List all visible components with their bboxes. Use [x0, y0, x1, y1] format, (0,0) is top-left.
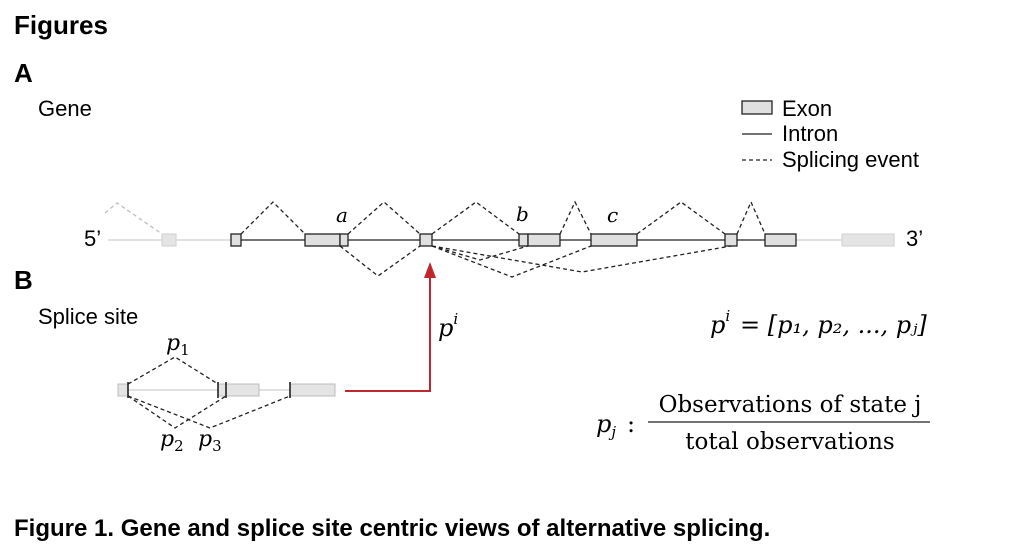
exon-4: [527, 233, 561, 247]
splice-site-title: Splice site: [38, 304, 139, 329]
splice-arc-1: [240, 201, 306, 235]
exon-2-alt-end: [339, 233, 349, 247]
formula-fraction-lhs: pj: [596, 410, 616, 441]
exon-4-alt-start: [518, 233, 529, 247]
gene-track: 5’ 3’: [84, 200, 923, 278]
fraction-numerator: Observations of state j: [659, 392, 922, 418]
figures-heading: Figures: [14, 10, 108, 40]
arc-p1: [127, 356, 219, 385]
fraction-denominator: total observations: [685, 429, 894, 455]
event-label-b: b: [516, 202, 529, 226]
legend-exon-label: Exon: [782, 96, 832, 121]
splice-exon-2: [225, 383, 260, 397]
exon-1: [230, 233, 242, 247]
exon-5: [590, 233, 638, 247]
splice-boundaries: [127, 382, 291, 398]
panel-b-label: B: [14, 265, 33, 295]
splice-arc-a: [347, 201, 421, 235]
splice-exon-3: [289, 383, 336, 397]
splice-arc-below-2: [431, 245, 529, 261]
legend-exon-swatch: [741, 100, 773, 115]
splicing-arcs-below: [339, 245, 732, 278]
splice-arc-below-3: [431, 245, 592, 278]
mapping-arrow: pi: [345, 262, 458, 392]
event-label-a: a: [336, 203, 348, 227]
splice-exon-1: [117, 383, 129, 397]
exon-3-splice-site: [419, 233, 433, 247]
event-label-c: c: [607, 203, 618, 227]
gene-title: Gene: [38, 96, 92, 121]
splicing-arcs-above: [240, 200, 766, 235]
arc-p3: [127, 395, 291, 429]
arc-p2: [127, 395, 227, 429]
label-p1: p1: [166, 331, 190, 359]
splice-arc-3: [736, 200, 766, 235]
faded-exon-1: [161, 233, 177, 247]
formula-fraction-colon: :: [627, 410, 635, 438]
splice-arc-2: [559, 200, 592, 235]
label-p3: p3: [198, 427, 222, 455]
arrow-head: [424, 262, 436, 278]
exon-7: [764, 233, 797, 247]
label-p2: p2: [160, 427, 184, 455]
splice-arc-c: [636, 201, 726, 235]
splice-site-arcs: [127, 356, 291, 429]
faded-splicing-arc: [104, 202, 163, 235]
panel-a-label: A: [14, 58, 33, 88]
formula-vector: pi = [p₁, p₂, ..., pⱼ]: [710, 307, 927, 339]
legend: Exon Intron Splicing event: [741, 96, 919, 172]
exon-6: [724, 233, 738, 247]
formula-fraction: pj : Observations of state j total obser…: [596, 392, 930, 455]
three-prime-label: 3’: [906, 226, 923, 251]
arrow-line: [345, 275, 431, 392]
formula-vector-lhs: pi: [710, 307, 730, 339]
legend-splicing-label: Splicing event: [782, 147, 919, 172]
faded-exon-last: [841, 233, 895, 247]
figure-caption: Figure 1. Gene and splice site centric v…: [14, 515, 771, 542]
splice-exon-2-alt: [217, 383, 227, 397]
splice-arc-b: [431, 201, 520, 235]
five-prime-label: 5’: [84, 226, 101, 251]
splice-arc-below-1: [339, 245, 421, 277]
legend-intron-label: Intron: [782, 121, 838, 146]
exon-2: [304, 233, 341, 247]
splice-arc-below-4: [431, 245, 732, 273]
splice-site-track: p1 p2 p3: [117, 331, 336, 455]
formula-vector-rhs: = [p₁, p₂, ..., pⱼ]: [740, 311, 927, 339]
arrow-label: pi: [438, 310, 458, 342]
